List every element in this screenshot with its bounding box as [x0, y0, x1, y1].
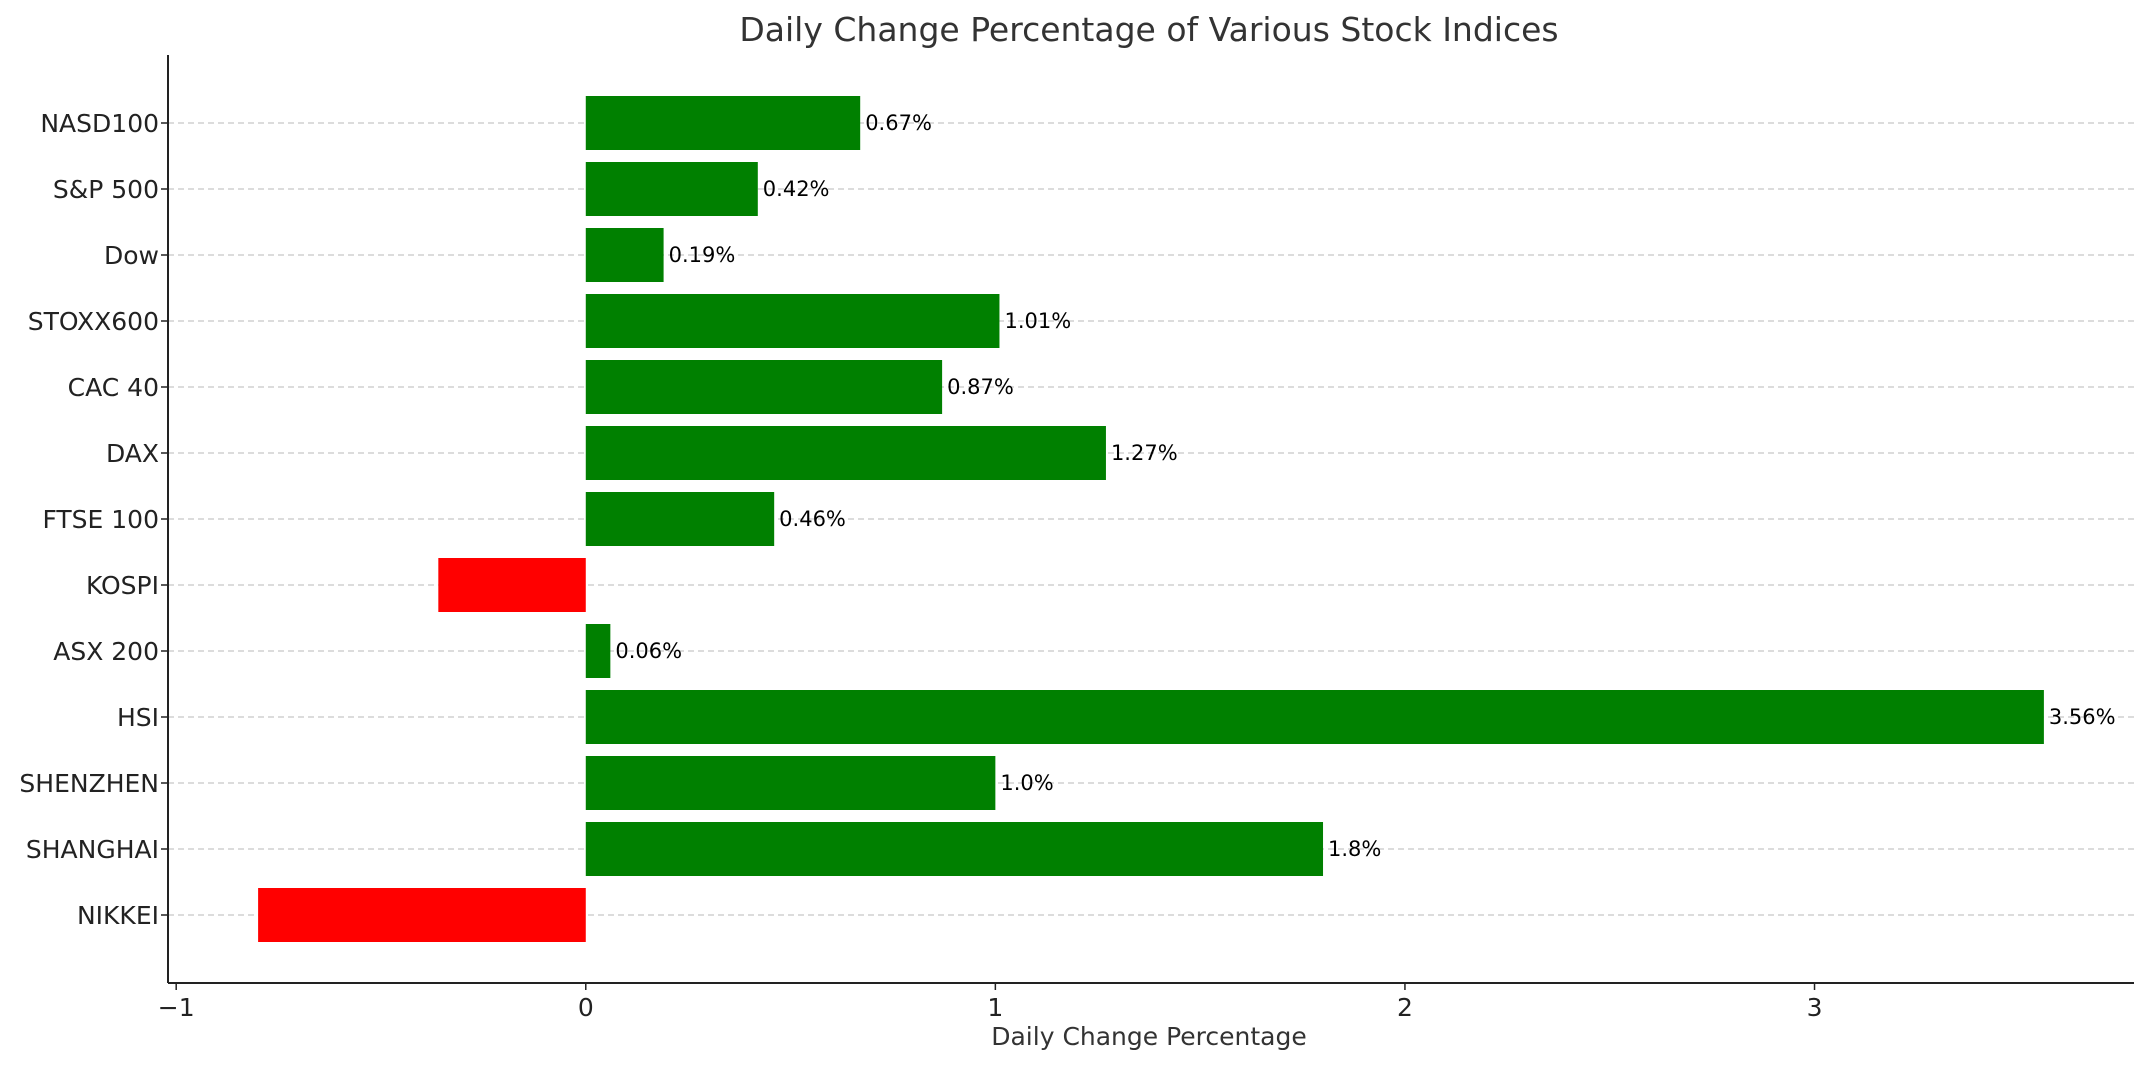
bar-value-label: 1.01% [1004, 309, 1071, 333]
bar [438, 558, 586, 612]
y-tick-label: KOSPI [86, 571, 159, 600]
bar [585, 756, 996, 810]
bar [585, 228, 664, 282]
y-tick-label: NASD100 [40, 109, 159, 138]
bar-value-label: 0.42% [763, 177, 830, 201]
x-tick-label: 0 [578, 993, 594, 1022]
y-tick-label: Dow [104, 241, 159, 270]
bars [258, 96, 2044, 942]
y-tick-label: FTSE 100 [42, 505, 159, 534]
chart-title: Daily Change Percentage of Various Stock… [739, 10, 1558, 49]
bar-value-label: 0.46% [779, 507, 846, 531]
bar-value-label: 0.06% [615, 639, 682, 663]
bar-value-label: 1.0% [1000, 771, 1053, 795]
x-tick-label: −1 [158, 993, 195, 1022]
bar [258, 888, 586, 942]
bar [585, 822, 1324, 876]
bar-value-label: 3.56% [2049, 705, 2116, 729]
bar [585, 96, 861, 150]
y-tick-label: HSI [117, 703, 159, 732]
bar-value-label: 0.67% [865, 111, 932, 135]
data-labels: 0.67% 0.42% 0.19% 1.01% 0.87% 1.27% 0.46% 0.06%… [615, 111, 2115, 861]
bar [585, 624, 611, 678]
bar [585, 294, 1000, 348]
y-tick-label: STOXX600 [28, 307, 159, 336]
y-axis-ticks: NASD100 S&P 500 Dow STOXX600 CAC 40 DAX FTSE 1… [19, 109, 168, 930]
bar [585, 492, 775, 546]
bar [585, 360, 943, 414]
x-axis-label: Daily Change Percentage [991, 1022, 1307, 1051]
bar [585, 426, 1106, 480]
bar [585, 690, 2044, 744]
bar-value-label: 1.27% [1111, 441, 1178, 465]
y-tick-label: S&P 500 [53, 175, 159, 204]
bar-value-label: 1.8% [1328, 837, 1381, 861]
bar-value-label: 0.19% [669, 243, 736, 267]
y-tick-label: DAX [106, 439, 159, 468]
x-axis-ticks: −1 0 1 2 3 [158, 983, 1823, 1022]
x-tick-label: 3 [1807, 993, 1823, 1022]
y-tick-label: ASX 200 [53, 637, 159, 666]
x-tick-label: 1 [987, 993, 1003, 1022]
y-tick-label: SHANGHAI [26, 835, 159, 864]
y-tick-label: NIKKEI [77, 901, 159, 930]
bar [585, 162, 758, 216]
x-tick-label: 2 [1397, 993, 1413, 1022]
gridlines [168, 122, 2134, 916]
y-tick-label: CAC 40 [68, 373, 159, 402]
bar-value-label: 0.87% [947, 375, 1014, 399]
y-tick-label: SHENZHEN [19, 769, 159, 798]
